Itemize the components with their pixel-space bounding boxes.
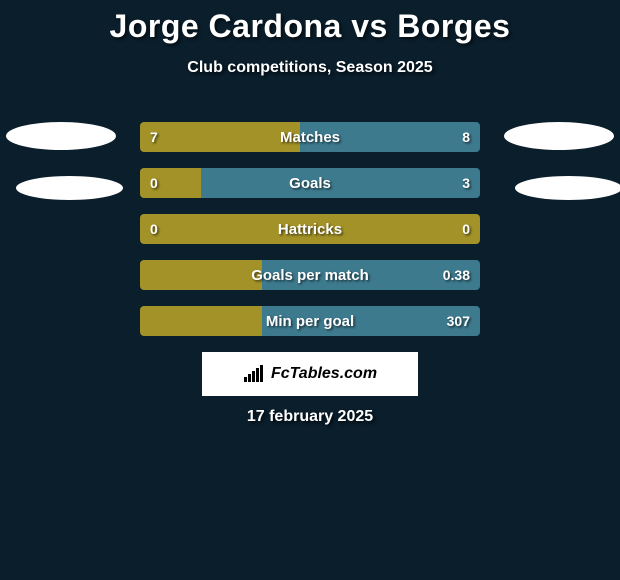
stat-value-left: 7 (150, 122, 158, 152)
stat-row: Min per goal307 (140, 306, 480, 336)
player-right-avatar (504, 122, 614, 150)
stat-row: Matches7 8 (140, 122, 480, 152)
stat-label: Goals (140, 168, 480, 198)
player-left-avatar (6, 122, 116, 150)
stat-label: Hattricks (140, 214, 480, 244)
player-right-shadow (515, 176, 620, 200)
stat-label: Min per goal (140, 306, 480, 336)
stat-row: Hattricks0 0 (140, 214, 480, 244)
stat-value-right: 3 (462, 168, 470, 198)
stat-label: Matches (140, 122, 480, 152)
stat-value-left: 0 (150, 214, 158, 244)
date-label: 17 february 2025 (0, 408, 620, 426)
player-left-shadow (16, 176, 123, 200)
stat-value-right: 0 (462, 214, 470, 244)
stat-value-right: 307 (447, 306, 470, 336)
bars-icon (243, 365, 265, 383)
comparison-chart: Matches78Goals03Hattricks00Goals per mat… (140, 122, 480, 352)
stat-value-left: 0 (150, 168, 158, 198)
page-subtitle: Club competitions, Season 2025 (0, 59, 620, 77)
stat-row: Goals0 3 (140, 168, 480, 198)
stat-value-right: 0.38 (443, 260, 470, 290)
branding-text: FcTables.com (271, 365, 377, 383)
stat-value-right: 8 (462, 122, 470, 152)
stat-row: Goals per match0.38 (140, 260, 480, 290)
stat-label: Goals per match (140, 260, 480, 290)
branding-badge: FcTables.com (202, 352, 418, 396)
page-title: Jorge Cardona vs Borges (0, 0, 620, 45)
